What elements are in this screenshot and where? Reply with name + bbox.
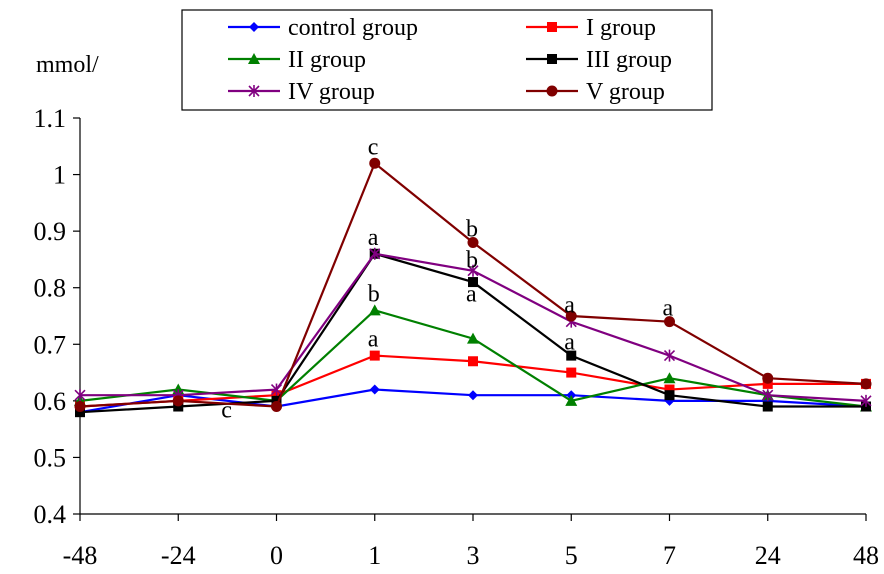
- legend-label: II group: [288, 47, 366, 73]
- x-tick-label: 7: [663, 541, 676, 570]
- significance-label: c: [221, 397, 232, 423]
- significance-label: a: [368, 225, 379, 251]
- legend-item-iv-group: IV group: [228, 79, 375, 105]
- y-tick-label: 0.7: [34, 330, 67, 359]
- series-iv-group: [74, 247, 872, 407]
- legend-marker-ii-group: [248, 53, 260, 64]
- legend-item-ii-group: II group: [228, 47, 366, 73]
- y-tick-label: 1.1: [34, 104, 67, 133]
- data-point-i-group: [566, 367, 577, 378]
- legend-label: V group: [586, 79, 665, 105]
- data-point-iv-group: [663, 349, 676, 362]
- significance-label: b: [368, 281, 380, 307]
- legend: control group I group II group III group IV …: [181, 9, 713, 111]
- data-point-i-group: [664, 384, 675, 395]
- x-tick-label: 0: [270, 541, 283, 570]
- series-v-group: [74, 157, 872, 413]
- data-point-v-group: [369, 157, 381, 169]
- data-point-v-group: [664, 316, 675, 328]
- data-point-v-group: [271, 401, 282, 413]
- data-point-iv-group: [467, 264, 479, 277]
- data-point-iv-group: [369, 247, 381, 260]
- x-tick-label: -48: [63, 541, 98, 570]
- legend-label: IV group: [288, 79, 375, 105]
- significance-label: b: [466, 216, 478, 242]
- y-tick-label: 0.5: [34, 443, 67, 472]
- data-point-control-group: [369, 384, 380, 395]
- legend-label: III group: [586, 47, 672, 73]
- data-point-v-group: [860, 378, 872, 390]
- data-point-ii-group: [467, 332, 479, 344]
- y-tick-label: 0.4: [34, 500, 67, 529]
- significance-label: a: [564, 293, 575, 319]
- x-tick-label: 48: [853, 541, 879, 570]
- data-point-iv-group: [74, 389, 86, 402]
- data-point-v-group: [467, 236, 479, 248]
- legend-marker-iv-group: [248, 85, 260, 97]
- significance-label: a: [663, 296, 674, 322]
- data-point-iii-group: [664, 390, 675, 401]
- legend-item-control-group: control group: [228, 15, 418, 41]
- data-point-iii-group: [271, 395, 282, 406]
- legend-item-i-group: I group: [526, 15, 656, 41]
- significance-label: a: [564, 329, 575, 355]
- x-tick-label: 1: [368, 541, 381, 570]
- data-point-v-group: [565, 310, 577, 322]
- x-tick-label: 3: [467, 541, 480, 570]
- y-tick-label: 1: [53, 161, 66, 190]
- data-point-iv-group: [762, 389, 774, 402]
- y-tick-label: 0.8: [34, 274, 67, 303]
- legend-item-v-group: V group: [526, 79, 665, 105]
- data-point-i-group: [369, 350, 380, 361]
- data-point-ii-group: [368, 304, 381, 316]
- legend-marker-control-group: [249, 22, 259, 32]
- legend-item-iii-group: III group: [526, 47, 672, 73]
- data-point-v-group: [172, 395, 184, 407]
- data-point-v-group: [74, 401, 86, 413]
- legend-marker-i-group: [547, 22, 557, 32]
- series-lines: [74, 157, 872, 418]
- x-tick-label: 24: [755, 541, 781, 570]
- data-point-v-group: [762, 372, 774, 384]
- significance-label: a: [466, 281, 477, 307]
- significance-label: c: [368, 134, 379, 160]
- axes: 0.4 0.5 0.6 0.7 0.8 0.9 1 1.1 -48 -24 0 1 3 5 7 24 48: [34, 104, 880, 570]
- legend-label: I group: [586, 15, 656, 41]
- data-point-iv-group: [860, 394, 872, 407]
- data-point-ii-group: [663, 372, 676, 384]
- data-point-i-group: [762, 378, 773, 389]
- x-tick-label: 5: [565, 541, 578, 570]
- significance-label: b: [466, 247, 478, 273]
- significance-label: a: [368, 327, 379, 353]
- data-point-ii-group: [565, 394, 578, 406]
- x-tick-label: -24: [161, 541, 196, 570]
- data-point-iii-group: [468, 277, 478, 288]
- data-point-iii-group: [173, 401, 184, 412]
- legend-marker-v-group: [546, 85, 558, 97]
- legend-label: control group: [288, 15, 418, 41]
- data-point-iii-group: [566, 350, 577, 361]
- legend-marker-iii-group: [547, 54, 557, 64]
- data-point-iii-group: [762, 401, 773, 412]
- y-tick-label: 0.9: [34, 217, 67, 246]
- y-tick-label: 0.6: [34, 387, 67, 416]
- data-point-iv-group: [270, 383, 283, 396]
- data-point-control-group: [468, 390, 478, 401]
- data-point-i-group: [468, 356, 478, 367]
- data-point-iii-group: [75, 407, 85, 418]
- y-axis-unit-label: mmol/: [36, 52, 99, 78]
